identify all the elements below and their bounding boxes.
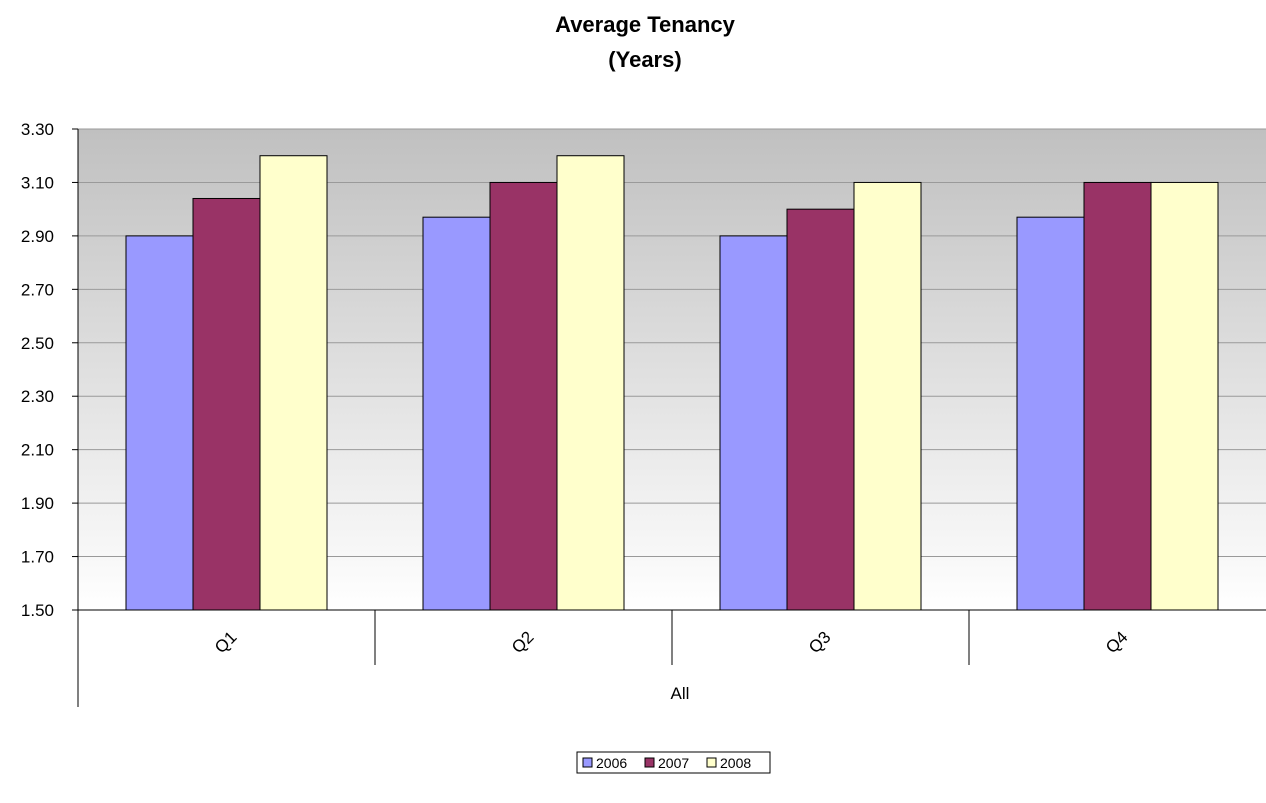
y-tick-label: 2.90 [21, 227, 54, 246]
bar-2007-Q2 [489, 181, 558, 611]
legend: 2006 2007 2008 [576, 751, 771, 774]
bar-2006-Q1 [125, 235, 194, 611]
bar-2008-Q2 [556, 155, 625, 611]
bar-2007-Q3 [786, 208, 855, 611]
legend-swatch-2006 [582, 757, 593, 768]
bars [125, 155, 1219, 611]
y-tick-label: 1.50 [21, 601, 54, 620]
x-tick-label: Q1 [211, 628, 240, 657]
y-tick-label: 1.90 [21, 494, 54, 513]
bar-2006-Q2 [422, 216, 491, 611]
x-tick-label: Q3 [805, 628, 834, 657]
x-tick-label: Q4 [1102, 628, 1131, 657]
chart-title-line-1: Average Tenancy [555, 12, 736, 37]
y-tick-label: 2.70 [21, 280, 54, 299]
bar-2008-Q4 [1150, 181, 1219, 611]
legend-label-2007: 2007 [658, 755, 689, 771]
x-group-label: All [671, 684, 690, 703]
y-tick-label: 2.10 [21, 441, 54, 460]
bar-2007-Q1 [192, 197, 261, 611]
bar-2007-Q4 [1083, 181, 1152, 611]
bar-2008-Q1 [259, 155, 328, 611]
legend-label-2008: 2008 [720, 755, 751, 771]
legend-box [576, 751, 771, 774]
x-tick-label: Q2 [508, 628, 537, 657]
y-tick-label: 3.10 [21, 173, 54, 192]
legend-swatch-2007 [644, 757, 655, 768]
chart-title-line-2: (Years) [608, 47, 681, 72]
y-tick-label: 1.70 [21, 548, 54, 567]
y-tick-label: 2.30 [21, 387, 54, 406]
bar-2008-Q3 [853, 181, 922, 611]
legend-label-2006: 2006 [596, 755, 627, 771]
bar-2006-Q3 [719, 235, 788, 611]
legend-swatch-2008 [706, 757, 717, 768]
y-tick-label: 3.30 [21, 120, 54, 139]
bar-2006-Q4 [1016, 216, 1085, 611]
y-tick-label: 2.50 [21, 334, 54, 353]
